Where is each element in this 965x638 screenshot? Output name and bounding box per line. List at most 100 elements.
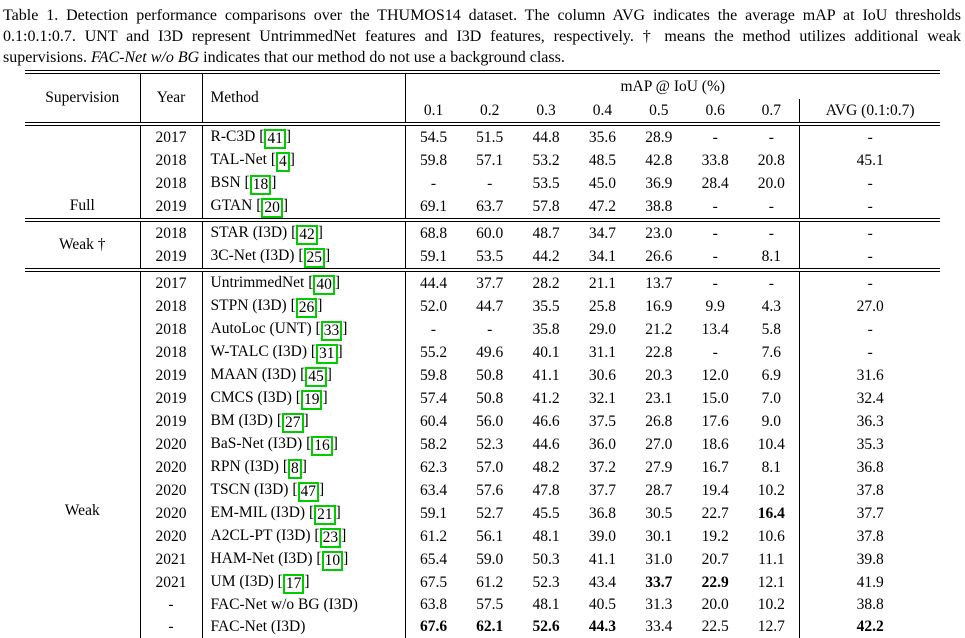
citation-link[interactable]: 40 bbox=[313, 275, 335, 295]
score-cell: 36.8 bbox=[588, 504, 616, 522]
score-cell: 34.1 bbox=[574, 245, 631, 272]
score-cell: 55.2 bbox=[404, 341, 462, 364]
citation-link[interactable]: 31 bbox=[316, 344, 338, 364]
citation-bracket: ] bbox=[343, 550, 349, 567]
avg-cell: - bbox=[799, 195, 940, 222]
col-header-iou: 0.6 bbox=[687, 99, 744, 126]
citation-link[interactable]: 27 bbox=[282, 413, 304, 433]
score-cell: 30.5 bbox=[645, 504, 673, 522]
avg-cell: 39.8 bbox=[799, 548, 940, 571]
citation-bracket: ] bbox=[322, 389, 328, 406]
score-cell: 33.8 bbox=[701, 151, 729, 169]
table-row: 2019 3C-Net (I3D) [25] 59.1 53.5 44.2 34.1 26.… bbox=[25, 245, 940, 272]
citation-link[interactable]: 18 bbox=[249, 175, 272, 195]
citation-link[interactable]: 16 bbox=[311, 436, 333, 456]
method-name: CMCS (I3D) bbox=[210, 389, 296, 406]
citation-link[interactable]: 19 bbox=[300, 390, 323, 410]
citation-bracket: [ bbox=[282, 458, 289, 475]
avg-cell: - bbox=[799, 124, 940, 149]
citation-link[interactable]: 21 bbox=[314, 505, 336, 525]
score-cell: 23.1 bbox=[645, 389, 673, 407]
table-caption: Table 1. Detection performance compariso… bbox=[3, 5, 961, 68]
score-cell: 28.4 bbox=[701, 174, 729, 192]
score-cell: 61.2 bbox=[476, 573, 504, 591]
score-cell: 16.9 bbox=[645, 297, 673, 315]
citation-link[interactable]: 33 bbox=[320, 321, 343, 341]
citation-link[interactable]: 17 bbox=[282, 574, 305, 594]
citation-link[interactable]: 20 bbox=[261, 198, 283, 216]
col-header-iou: 0.7 bbox=[743, 99, 800, 126]
score-cell: 34.7 bbox=[588, 224, 616, 242]
method-cell: STAR (I3D) [42] bbox=[201, 220, 406, 245]
score-cell: 62.1 bbox=[461, 616, 518, 638]
score-cell: 35.8 bbox=[532, 320, 560, 338]
citation-link[interactable]: 25 bbox=[303, 248, 325, 266]
citation-bracket: ] bbox=[332, 435, 338, 452]
score-cell: 13.4 bbox=[701, 320, 729, 338]
table-row: 2019 CMCS (I3D) [19] 57.4 50.8 41.2 32.1 23.1 1… bbox=[25, 387, 940, 410]
citation-link[interactable]: 42 bbox=[296, 225, 318, 245]
citation-bracket: [ bbox=[277, 573, 283, 590]
score-cell: - bbox=[768, 128, 774, 146]
method-cell: 3C-Net (I3D) [25] bbox=[201, 245, 406, 272]
year-cell: 2019 bbox=[139, 195, 203, 222]
caption-segment: indicates that our method do not use a b… bbox=[199, 49, 565, 66]
avg-cell: - bbox=[799, 172, 940, 195]
citation-link[interactable]: 41 bbox=[264, 129, 286, 149]
score-cell: - bbox=[768, 274, 774, 292]
score-cell: 35.6 bbox=[588, 128, 616, 146]
table-row: Full 2017 R-C3D [41] 54.5 51.5 44.8 35.6 28.9- -… bbox=[25, 124, 940, 222]
score-cell: 51.5 bbox=[476, 128, 504, 146]
citation-bracket: [ bbox=[244, 174, 250, 191]
score-cell: 31.0 bbox=[645, 550, 673, 568]
year-cell: 2020 bbox=[139, 433, 203, 456]
score-cell: 20.7 bbox=[701, 550, 729, 568]
col-header-supervision: Supervision bbox=[25, 72, 141, 126]
avg-cell: - bbox=[799, 245, 940, 272]
citation-link[interactable]: 4 bbox=[276, 152, 290, 172]
table-head: Supervision Year Method mAP @ IoU (%) 0.… bbox=[25, 72, 940, 126]
score-cell: 57.4 bbox=[404, 387, 462, 410]
score-cell: 31.3 bbox=[645, 596, 673, 614]
method-name: R-C3D bbox=[210, 128, 260, 145]
avg-cell: - bbox=[799, 341, 940, 364]
score-cell: 41.1 bbox=[588, 550, 616, 568]
score-cell: 33.4 bbox=[630, 616, 688, 638]
score-cell: 4.3 bbox=[761, 297, 782, 315]
score-cell: 19.2 bbox=[701, 527, 729, 545]
citation-link[interactable]: 26 bbox=[295, 298, 318, 318]
score-cell: 6.9 bbox=[761, 366, 782, 384]
citation-bracket: [ bbox=[290, 297, 296, 314]
score-cell: 53.5 bbox=[461, 245, 518, 272]
col-header-method: Method bbox=[201, 72, 406, 126]
citation-bracket: ] bbox=[282, 197, 289, 214]
method-name: BM (I3D) bbox=[210, 412, 277, 429]
table-row: Weak † 2018 STAR (I3D) [42] 68.8 60.0 48.7 34.… bbox=[25, 220, 940, 272]
citation-bracket: ] bbox=[285, 128, 292, 145]
citation-link[interactable]: 8 bbox=[288, 459, 302, 479]
score-cell: 13.7 bbox=[645, 274, 673, 292]
score-cell: 52.3 bbox=[532, 573, 560, 591]
score-cell: 57.0 bbox=[476, 458, 504, 476]
score-cell: 10.6 bbox=[757, 527, 785, 545]
score-cell: - bbox=[712, 274, 718, 292]
citation-link[interactable]: 10 bbox=[321, 551, 344, 571]
citation-link[interactable]: 23 bbox=[319, 528, 342, 548]
supervision-label: Weak bbox=[64, 502, 100, 520]
score-cell: 63.8 bbox=[404, 594, 462, 617]
score-cell: 59.8 bbox=[404, 364, 462, 387]
citation-link[interactable]: 45 bbox=[305, 367, 327, 387]
table-row: 2018 W-TALC (I3D) [31] 55.2 49.6 40.1 31.1 22.… bbox=[25, 341, 940, 364]
method-name: UM (I3D) bbox=[210, 573, 278, 590]
score-cell: 62.3 bbox=[404, 456, 462, 479]
method-cell: W-TALC (I3D) [31] bbox=[201, 341, 406, 364]
score-cell: 36.0 bbox=[588, 435, 616, 453]
score-cell: - bbox=[768, 224, 774, 242]
citation-link[interactable]: 47 bbox=[297, 482, 319, 502]
col-header-iou: 0.1 bbox=[404, 99, 462, 126]
table-row: 2018 STPN (I3D) [26] 52.0 44.7 35.5 25.8 16.9 9… bbox=[25, 295, 940, 318]
score-cell: 20.8 bbox=[757, 151, 785, 169]
avg-cell: - bbox=[799, 318, 940, 341]
score-cell: 37.7 bbox=[588, 481, 616, 499]
score-cell: 48.7 bbox=[532, 224, 560, 242]
